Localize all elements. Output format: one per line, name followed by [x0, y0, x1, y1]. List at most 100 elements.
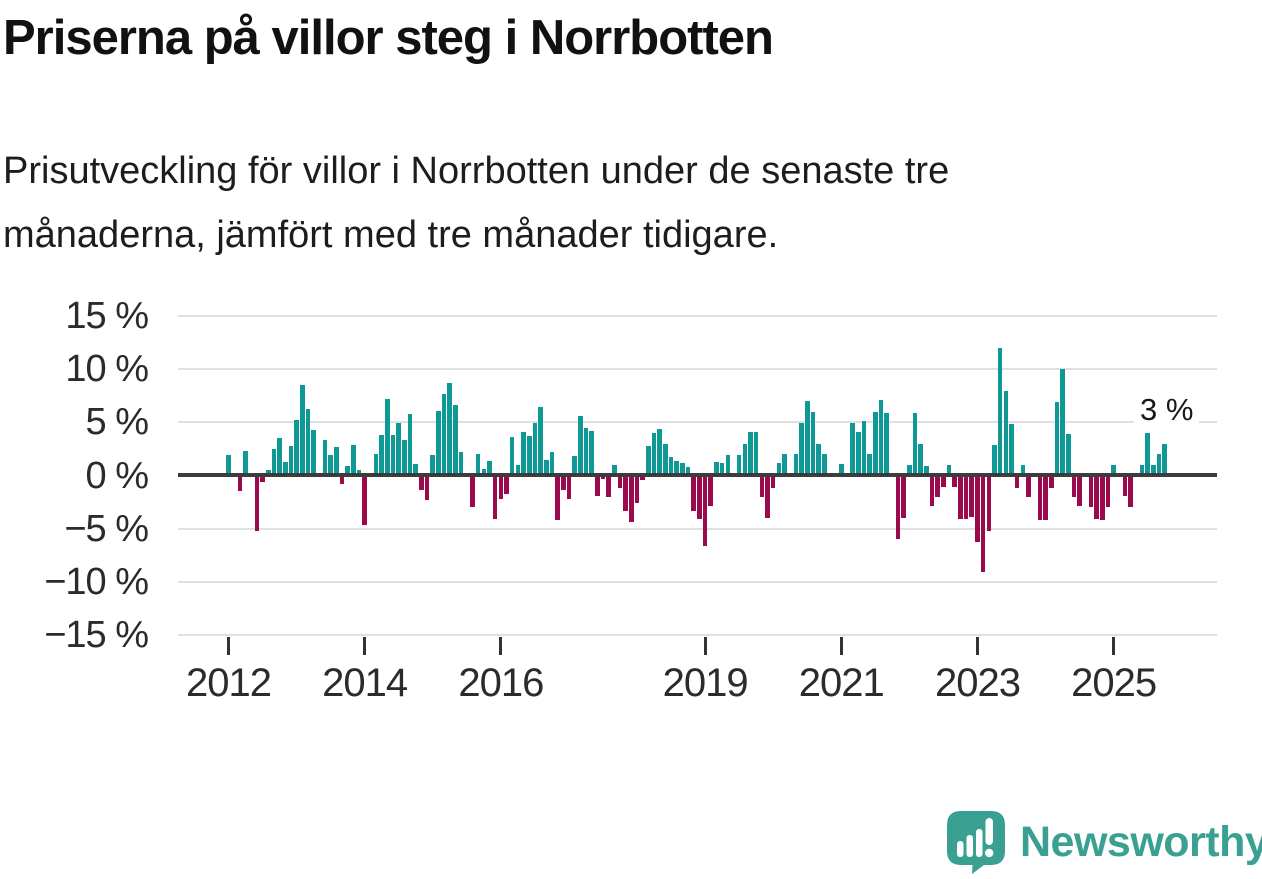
bar-positive: [328, 455, 333, 476]
gridline-15: [178, 315, 1217, 317]
bar-positive: [1060, 369, 1065, 476]
bar-positive: [924, 465, 929, 476]
bar-negative: [424, 475, 430, 500]
bar-positive: [907, 464, 912, 476]
bar-positive: [657, 428, 663, 476]
bar-negative: [623, 475, 628, 511]
bar-positive: [867, 454, 872, 476]
bar-positive: [856, 431, 861, 476]
bar-negative: [1071, 475, 1077, 497]
bar-positive: [549, 452, 555, 476]
bar-positive: [799, 423, 804, 476]
bar-positive: [345, 465, 350, 476]
bar-negative: [362, 475, 367, 526]
x-tick-2025: [1112, 637, 1116, 655]
bar-positive: [1139, 464, 1145, 476]
bar-positive: [475, 454, 481, 476]
bar-positive: [543, 459, 549, 476]
bar-negative: [935, 475, 941, 497]
bar-negative: [697, 475, 702, 520]
x-tick-2023: [975, 637, 979, 655]
bar-negative: [986, 475, 992, 531]
bar-positive: [396, 423, 401, 476]
bar-positive: [663, 443, 668, 476]
bar-negative: [969, 475, 975, 517]
bar-positive: [509, 437, 515, 476]
y-axis-label: 0 %: [85, 454, 149, 497]
page-title: Priserna på villor steg i Norrbotten: [3, 11, 774, 65]
bar-negative: [560, 475, 566, 491]
bar-negative: [1026, 475, 1031, 497]
brand-name: Newsworthy: [1020, 817, 1262, 866]
bar-negative: [708, 475, 714, 507]
bar-positive: [243, 451, 248, 476]
bar-negative: [952, 475, 958, 488]
bar-positive: [992, 444, 997, 476]
bar-negative: [963, 475, 969, 520]
bar-positive: [515, 464, 521, 476]
bar-negative: [339, 475, 345, 484]
x-axis-label: 2016: [458, 661, 544, 705]
bar-positive: [282, 461, 288, 476]
bar-positive: [572, 456, 577, 476]
bar-positive: [277, 438, 282, 476]
bar-positive: [487, 460, 492, 476]
x-tick-2021: [839, 637, 843, 655]
bar-positive: [816, 443, 821, 476]
bar-positive: [1111, 464, 1116, 476]
bar-positive: [878, 400, 884, 476]
bar-positive: [748, 431, 753, 476]
bar-positive: [1145, 432, 1150, 476]
bar-negative: [765, 475, 770, 519]
bar-positive: [436, 410, 441, 476]
bar-negative: [504, 475, 509, 494]
bar-positive: [583, 427, 589, 476]
x-axis-label: 2025: [1071, 661, 1157, 705]
bar-positive: [373, 454, 379, 476]
bar-positive: [1020, 464, 1026, 476]
y-axis-label: −10 %: [44, 560, 149, 603]
bar-positive: [680, 462, 685, 476]
bar-positive: [685, 466, 691, 476]
bar-positive: [356, 470, 362, 476]
bar-positive: [577, 415, 583, 476]
bar-positive: [946, 464, 952, 476]
bar-positive: [447, 382, 453, 476]
bar-negative: [1105, 475, 1111, 508]
bar-negative: [975, 475, 980, 543]
bar-positive: [1151, 464, 1156, 476]
bar-negative: [691, 475, 697, 511]
newsworthy-logo-icon: [947, 811, 1005, 874]
bar-positive: [742, 443, 748, 476]
bar-positive: [674, 460, 680, 476]
bar-negative: [260, 475, 265, 482]
gridline-10: [178, 368, 1217, 371]
bar-positive: [390, 435, 396, 476]
bar-negative: [929, 475, 935, 507]
last-value-annotation: 3 %: [1134, 392, 1200, 428]
bar-negative: [1037, 475, 1043, 521]
bar-positive: [299, 385, 305, 476]
bar-negative: [702, 475, 708, 546]
zero-axis-line: [178, 473, 1217, 477]
x-tick-2012: [227, 637, 230, 655]
bar-positive: [407, 413, 413, 476]
bar-negative: [606, 475, 611, 497]
bar-positive: [1162, 443, 1167, 476]
bar-positive: [589, 430, 594, 476]
bar-negative: [498, 475, 504, 499]
x-axis-label: 2021: [798, 661, 885, 705]
bar-positive: [884, 412, 889, 476]
bar-positive: [334, 446, 339, 476]
bar-positive: [719, 462, 725, 476]
bar-positive: [1156, 454, 1162, 476]
bar-positive: [288, 445, 294, 476]
gridline--10: [178, 580, 1217, 583]
y-axis-label: −5 %: [64, 507, 149, 550]
bar-positive: [612, 464, 617, 476]
x-tick-2016: [499, 637, 503, 655]
bar-positive: [651, 432, 657, 476]
y-axis-label: 10 %: [65, 348, 149, 391]
bar-negative: [629, 475, 634, 523]
